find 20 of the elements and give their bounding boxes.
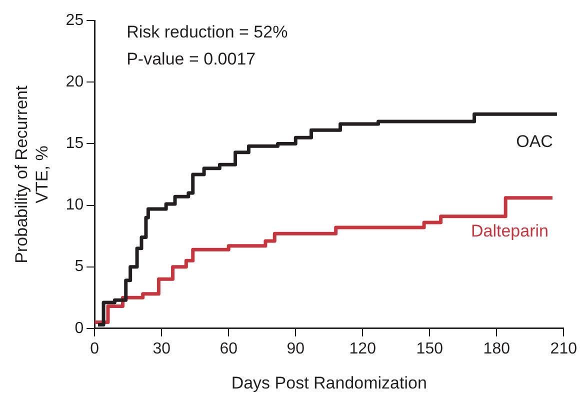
x-tick-label: 60 (220, 340, 238, 358)
series-label: OAC (516, 132, 553, 151)
x-tick-label: 90 (286, 340, 305, 358)
y-tick-label: 15 (66, 135, 84, 152)
x-tick-label: 30 (152, 340, 171, 358)
series-label: Dalteparin (470, 222, 548, 241)
y-tick-label: 10 (66, 196, 84, 214)
annotation: P-value = 0.0017 (126, 49, 256, 68)
x-tick-label: 210 (550, 340, 578, 358)
y-tick-label: 25 (66, 12, 84, 30)
y-tick-label: 20 (66, 74, 84, 91)
x-tick-label: 150 (416, 340, 444, 358)
x-tick-label: 180 (483, 340, 510, 358)
x-axis-title: Days Post Randomization (231, 373, 427, 392)
y-tick-label: 0 (74, 320, 84, 337)
x-tick-label: 120 (349, 340, 376, 358)
y-tick-label: 5 (74, 258, 84, 276)
x-tick-label: 0 (90, 340, 100, 358)
annotation: Risk reduction = 52% (126, 22, 288, 42)
y-axis-title: Probability of Recurrent VTE, % (12, 85, 52, 264)
